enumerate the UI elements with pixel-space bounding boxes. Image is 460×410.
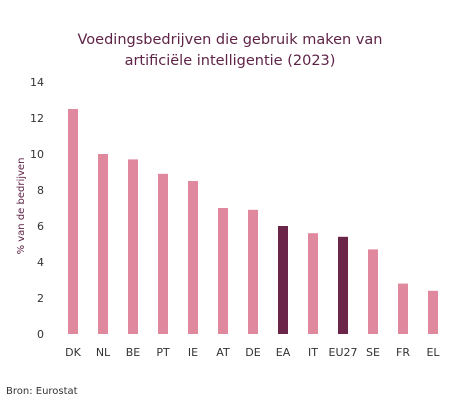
x-tick-label: EL [426, 346, 440, 359]
bar-fr [398, 283, 408, 334]
chart-title-line-1: Voedingsbedrijven die gebruik maken van [77, 32, 383, 48]
bar-it [308, 233, 318, 334]
bar-dk [68, 109, 78, 334]
y-tick-label: 10 [30, 148, 44, 161]
x-tick-label: NL [96, 346, 111, 359]
chart-title-line-2: artificiële intelligentie (2023) [124, 53, 336, 69]
x-tick-label: IT [308, 346, 318, 359]
bar-nl [98, 154, 108, 334]
y-tick-label: 2 [37, 292, 44, 305]
y-axis-label: % van de bedrijven [16, 158, 27, 255]
x-axis: DK NL BE PT IE AT DE EA IT EU27 SE FR EL [65, 346, 440, 359]
x-tick-label: DE [245, 346, 260, 359]
bar-pt [158, 173, 168, 334]
bar-ie [188, 181, 198, 334]
y-tick-label: 12 [30, 112, 44, 125]
source-note: Bron: Eurostat [6, 386, 78, 397]
y-tick-label: 14 [30, 76, 44, 89]
bar-eu27 [338, 236, 348, 334]
bar-de [248, 209, 258, 334]
x-tick-label: FR [396, 346, 410, 359]
y-tick-label: 0 [37, 328, 44, 341]
x-tick-label: PT [156, 346, 170, 359]
x-tick-label: EU27 [329, 346, 358, 359]
bar-chart: % van de bedrijven 0 2 4 6 8 10 12 14 DK NL BE PT I… [16, 76, 440, 359]
y-tick-label: 6 [37, 220, 44, 233]
bar-ea [278, 226, 288, 334]
x-tick-label: BE [126, 346, 141, 359]
x-tick-label: AT [216, 346, 230, 359]
x-tick-label: EA [276, 346, 291, 359]
x-tick-label: SE [366, 346, 380, 359]
y-tick-label: 4 [37, 256, 44, 269]
bar-el [428, 290, 438, 334]
bar-at [218, 208, 228, 334]
y-tick-label: 8 [37, 184, 44, 197]
chart-title: Voedingsbedrijven die gebruik maken van … [0, 30, 460, 72]
bar-se [368, 249, 378, 334]
bar-be [128, 159, 138, 334]
bars [68, 109, 438, 334]
y-axis: 0 2 4 6 8 10 12 14 [30, 76, 44, 341]
x-tick-label: IE [188, 346, 198, 359]
x-tick-label: DK [65, 346, 81, 359]
